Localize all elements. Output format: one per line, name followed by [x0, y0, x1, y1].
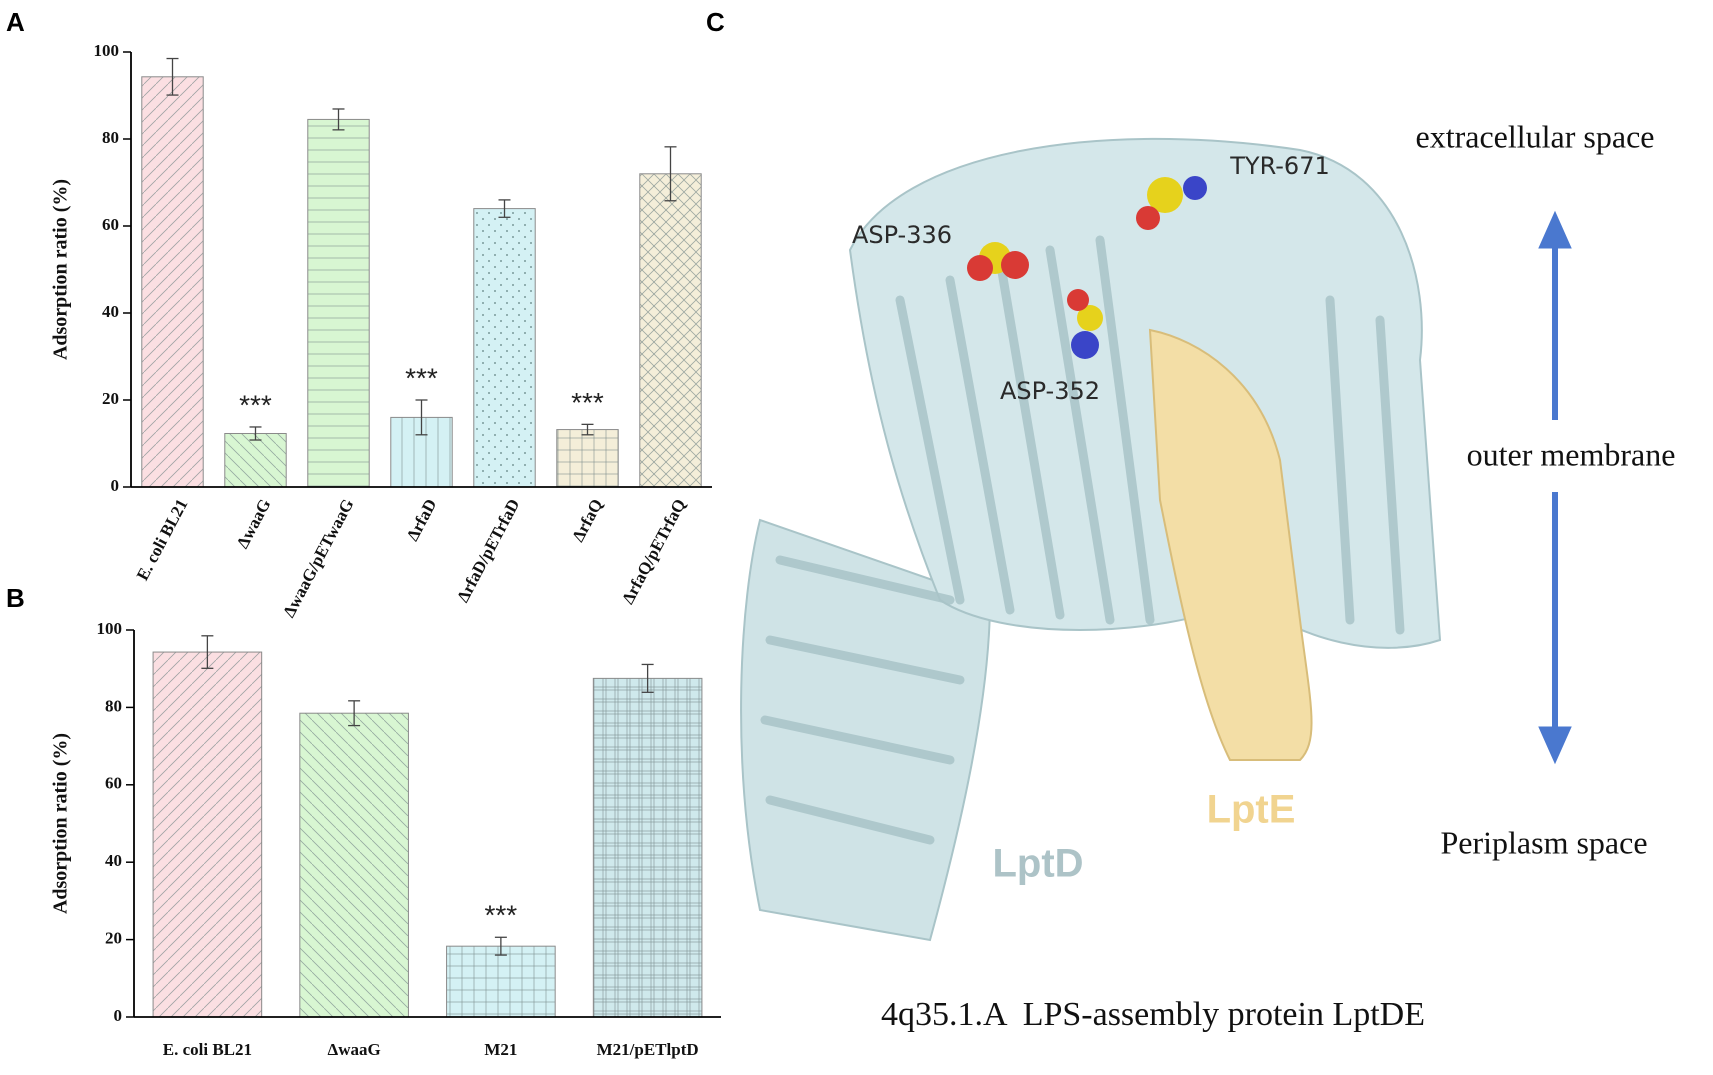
panel-label: B — [6, 583, 25, 613]
x-tick-label: ΔwaaG — [328, 1040, 381, 1059]
error-bar — [581, 423, 594, 436]
atom — [1077, 305, 1103, 331]
x-tick-label: ΔrfaD/pETrfaD — [453, 496, 523, 606]
x-tick-label: E. coli BL21 — [133, 496, 192, 584]
residue-label: ASP-352 — [1000, 377, 1100, 405]
y-tick-label: 80 — [102, 128, 119, 147]
bar — [224, 432, 287, 488]
atom — [1067, 289, 1089, 311]
protein-structure — [740, 137, 1572, 942]
atom — [1136, 206, 1160, 230]
x-tick-label: ΔrfaQ/pETrfaQ — [618, 496, 689, 607]
strand — [765, 795, 935, 845]
error-bar — [348, 700, 361, 727]
lpte — [1148, 328, 1313, 761]
error-bar — [498, 199, 511, 218]
error-bar — [415, 399, 428, 436]
error-bar — [664, 146, 677, 202]
strand — [895, 295, 965, 605]
significance-label: *** — [405, 362, 438, 393]
x-tick-label: ΔwaaG — [233, 496, 275, 552]
y-axis-label: Adsorption ratio (%) — [50, 179, 72, 360]
x-tick-label: E. coli BL21 — [163, 1040, 252, 1059]
y-tick-label: 0 — [114, 1006, 123, 1025]
bar — [556, 429, 619, 488]
atom — [1147, 177, 1183, 213]
direction-arrow — [1538, 210, 1572, 765]
y-tick-label: 40 — [105, 851, 122, 870]
bar — [141, 76, 204, 488]
atom — [1071, 331, 1099, 359]
strand — [1095, 235, 1155, 625]
bar — [299, 712, 409, 1018]
strand — [760, 715, 955, 765]
residue-label: TYR-671 — [1229, 152, 1330, 180]
panel-label: C — [706, 7, 725, 37]
y-tick-label: 0 — [111, 476, 120, 495]
significance-label: *** — [571, 387, 604, 418]
x-tick-label: ΔrfaD — [403, 496, 441, 544]
y-tick-label: 40 — [102, 302, 119, 321]
error-bar — [201, 635, 214, 669]
significance-label: *** — [239, 389, 272, 420]
error-bar — [166, 57, 179, 96]
bar — [307, 118, 370, 488]
strand — [1325, 295, 1355, 625]
y-tick-label: 60 — [102, 215, 119, 234]
x-tick-label: M21/pETlptD — [597, 1040, 699, 1059]
bar — [592, 677, 703, 1018]
strand — [945, 275, 1015, 615]
residue-label: ASP-336 — [852, 221, 952, 249]
residue-spheres — [967, 176, 1207, 359]
atom — [1001, 251, 1029, 279]
error-bar — [249, 426, 262, 441]
atom — [967, 255, 993, 281]
y-tick-label: 100 — [97, 619, 123, 638]
beta-strands — [760, 235, 1405, 845]
y-axis-label: Adsorption ratio (%) — [50, 733, 72, 914]
y-tick-label: 60 — [105, 774, 122, 793]
region-label: extracellular space — [1416, 118, 1655, 154]
strand — [765, 635, 965, 685]
region-label: outer membrane — [1467, 436, 1676, 472]
y-tick-label: 20 — [102, 389, 119, 408]
y-tick-label: 20 — [105, 929, 122, 948]
error-bar — [494, 936, 507, 956]
bar — [473, 208, 536, 488]
strand — [1045, 245, 1115, 625]
region-label: Periplasm space — [1440, 824, 1647, 860]
significance-label: *** — [485, 900, 518, 931]
y-tick-label: 100 — [94, 41, 120, 60]
bar — [446, 945, 556, 1018]
error-bar — [641, 663, 654, 693]
strand — [775, 555, 955, 605]
panel-label: A — [6, 7, 25, 37]
chain-label: LptE — [1207, 788, 1296, 832]
atom — [1183, 176, 1207, 200]
error-bar — [332, 108, 345, 131]
bar — [639, 173, 702, 488]
strand — [995, 255, 1065, 620]
chain-label: LptD — [992, 842, 1083, 886]
x-tick-label: ΔwaaG/pETwaaG — [279, 496, 357, 621]
arrow-head — [1538, 726, 1572, 765]
y-tick-label: 80 — [105, 696, 122, 715]
x-tick-label: M21 — [484, 1040, 517, 1059]
arrow-head — [1538, 210, 1572, 249]
strand — [1375, 315, 1405, 635]
x-tick-label: ΔrfaQ — [568, 496, 606, 545]
caption: 4q35.1.A LPS-assembly protein LptDE — [881, 996, 1425, 1033]
bar — [152, 651, 263, 1018]
